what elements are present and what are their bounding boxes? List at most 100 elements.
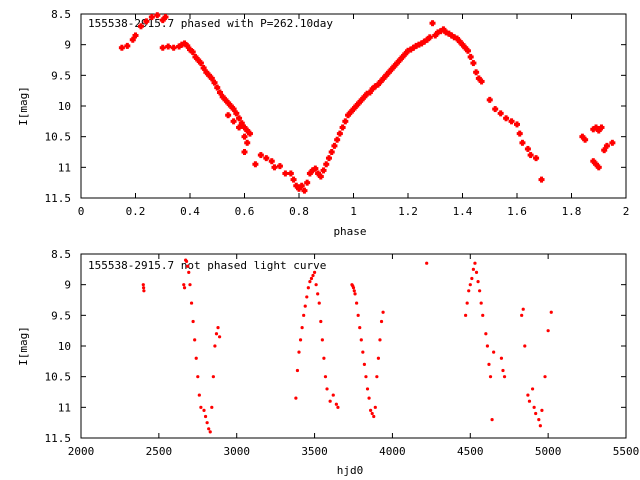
data-point (369, 85, 376, 92)
data-point (353, 103, 360, 109)
x-axis-label: phase (333, 225, 366, 238)
data-point (527, 399, 532, 403)
data-point (336, 130, 343, 137)
data-point (304, 179, 311, 186)
data-point (426, 34, 433, 41)
data-point (211, 375, 215, 379)
x-tick-label: 0.2 (126, 205, 146, 218)
y-tick-label: 10 (58, 100, 71, 113)
y-tick-label: 10.5 (45, 371, 72, 384)
data-point (366, 89, 373, 96)
data-point (345, 112, 352, 119)
data-point (320, 167, 327, 174)
data-point (497, 110, 504, 117)
data-point (290, 176, 297, 183)
data-point (317, 173, 324, 180)
x-tick-label: 1 (350, 205, 357, 218)
data-point (170, 44, 177, 51)
data-point (361, 350, 365, 354)
data-point (429, 20, 436, 27)
data-point (381, 310, 385, 314)
data-point (475, 75, 482, 82)
data-point (519, 139, 526, 146)
data-point (440, 26, 447, 33)
unphased-light-curve-panel: 155538-2915.7 not phased light curve hjd… (17, 248, 639, 477)
data-point (236, 115, 243, 122)
data-point (492, 350, 496, 354)
data-point (473, 69, 480, 76)
data-point (479, 301, 483, 305)
data-point (484, 332, 488, 336)
data-point (470, 60, 477, 67)
y-tick-label: 9 (64, 279, 71, 292)
data-point (312, 270, 317, 274)
data-point (590, 126, 597, 133)
data-point (309, 276, 314, 281)
data-point (137, 23, 144, 30)
data-point (196, 375, 200, 379)
data-point (334, 402, 338, 406)
data-point (132, 32, 139, 39)
data-point (396, 57, 403, 63)
x-tick-label: 5000 (535, 445, 562, 458)
axis-ticks: 0 0.2 0.4 0.6 0.8 1 1.2 1.4 1.6 1.8 2 8.5 9 9.5 10 10.5… (45, 8, 630, 218)
data-point (129, 36, 136, 43)
data-point (514, 121, 520, 128)
data-point (421, 38, 428, 45)
data-point (350, 106, 357, 113)
data-point (490, 418, 494, 422)
data-point (197, 60, 204, 67)
data-point (362, 362, 366, 366)
y-tick-label: 11 (58, 161, 71, 174)
data-point (598, 124, 605, 131)
data-point (295, 368, 300, 373)
data-point (499, 356, 504, 360)
data-point (192, 53, 199, 60)
x-tick-label: 2 (623, 205, 630, 218)
data-point (194, 356, 198, 360)
data-point (353, 292, 357, 296)
data-point (322, 356, 326, 360)
data-point (189, 301, 194, 305)
data-point (372, 83, 379, 90)
data-point (394, 60, 401, 67)
data-point (520, 313, 524, 317)
data-point (359, 338, 363, 342)
data-points (141, 258, 553, 434)
data-point (355, 99, 362, 106)
data-point (210, 405, 214, 409)
data-point (523, 344, 527, 348)
data-point (609, 139, 616, 146)
data-point (376, 356, 381, 360)
data-point (193, 338, 197, 342)
data-point (358, 96, 365, 103)
data-point (534, 411, 538, 416)
data-point (478, 289, 482, 293)
data-point (219, 93, 226, 100)
data-point (356, 313, 360, 317)
data-point (311, 273, 315, 278)
data-point (579, 133, 586, 140)
data-point (378, 338, 382, 342)
data-point (367, 396, 371, 400)
data-point (595, 164, 602, 171)
data-point (456, 38, 463, 45)
y-tick-label: 11.5 (45, 432, 72, 445)
data-point (478, 78, 485, 85)
data-point (492, 106, 499, 113)
data-point (205, 421, 209, 425)
y-axis-label: I[mag] (17, 86, 30, 126)
data-point (303, 304, 307, 308)
data-point (432, 32, 439, 39)
data-point (388, 66, 395, 73)
data-point (454, 35, 461, 42)
x-tick-label: 1.4 (453, 205, 473, 218)
x-tick-label: 0.8 (289, 205, 309, 218)
data-point (181, 40, 188, 47)
data-point (391, 63, 398, 70)
data-point (230, 118, 237, 125)
data-point (187, 270, 191, 274)
y-tick-label: 10.5 (45, 131, 72, 144)
data-point (399, 53, 406, 60)
data-point (236, 124, 243, 131)
